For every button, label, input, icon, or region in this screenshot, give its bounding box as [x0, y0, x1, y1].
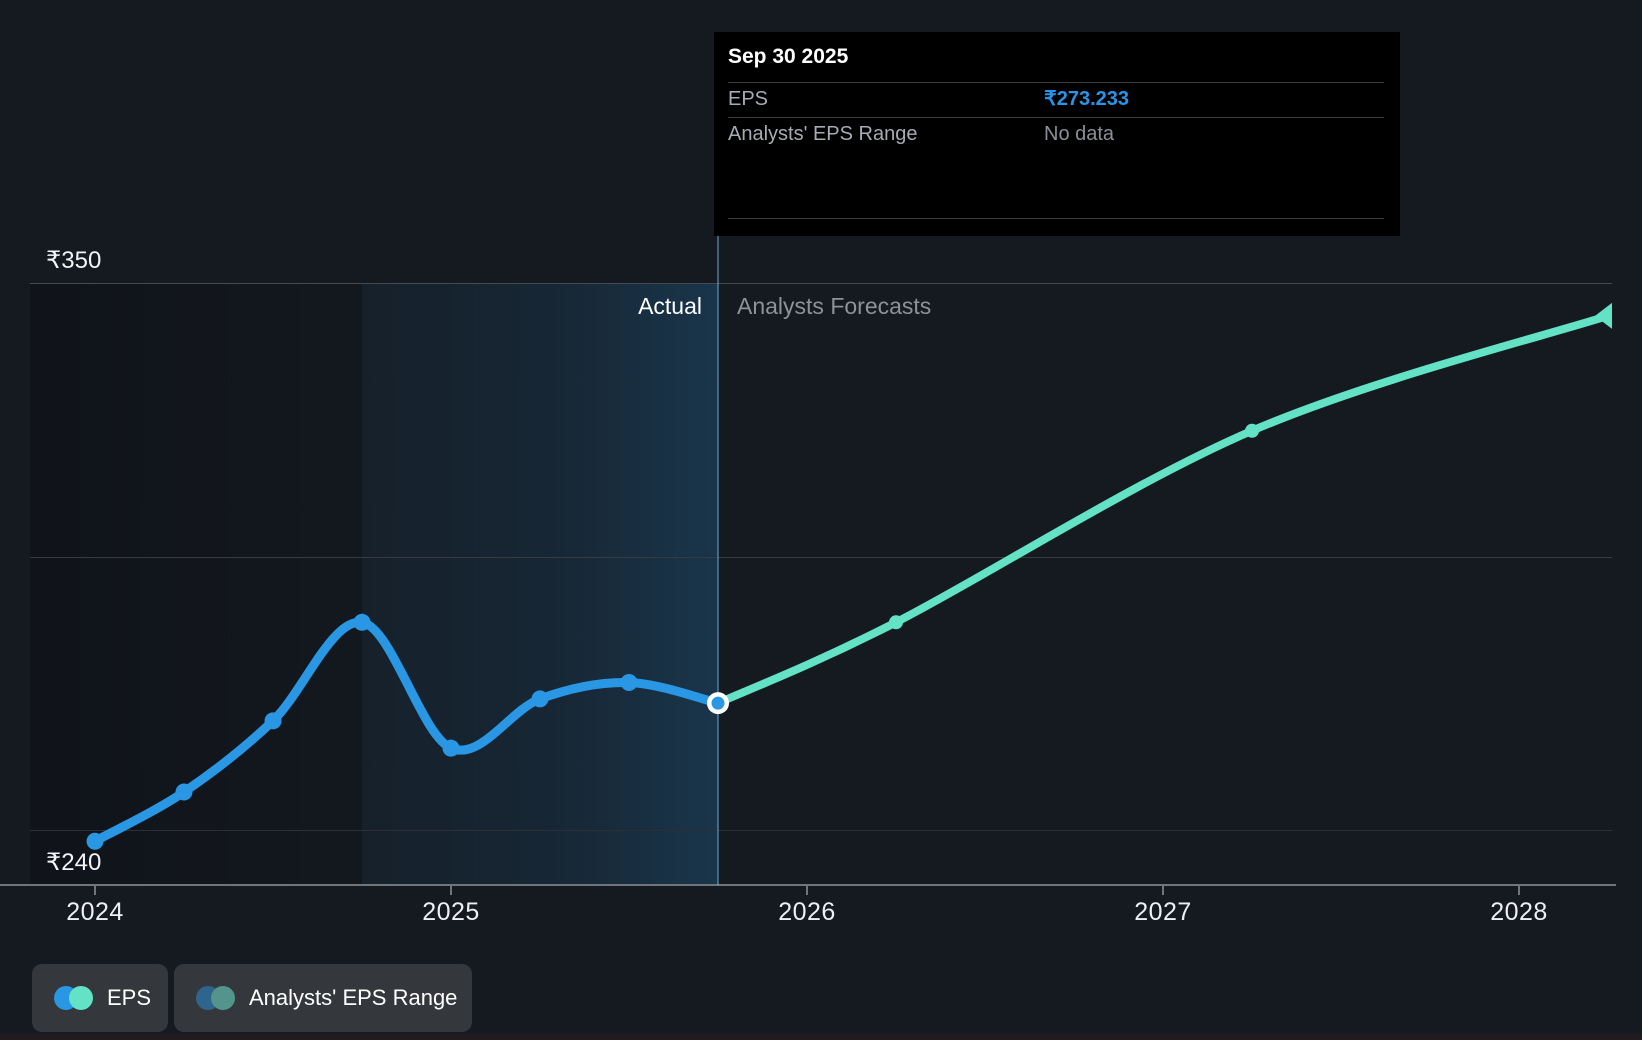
y-axis-label-240: ₹240: [46, 849, 102, 876]
legend-range-label: Analysts' EPS Range: [249, 985, 458, 1010]
tooltip-range-value: No data: [1044, 123, 1115, 145]
actual-data-point: [175, 783, 193, 801]
next-section-edge: [0, 1034, 1642, 1040]
tooltip-separator: [728, 218, 1384, 219]
actual-data-point: [353, 613, 371, 631]
legend-eps-label: EPS: [107, 985, 152, 1010]
range-teal-dot-icon: [211, 986, 235, 1010]
forecast-data-point: [889, 615, 903, 630]
forecast-eps-line: [714, 311, 1612, 708]
forecast-data-point: [1245, 423, 1259, 438]
x-axis-line: [0, 884, 1616, 886]
gridline-250: [30, 830, 1612, 831]
tooltip-range-label: Analysts' EPS Range: [728, 123, 918, 145]
x-axis-label: 2025: [422, 898, 480, 926]
legend-eps-toggle[interactable]: EPS: [32, 964, 168, 1032]
forecast-end-arrow: [1595, 302, 1612, 329]
last-12m-highlight-band: [362, 283, 718, 885]
tooltip-separator: [728, 117, 1384, 118]
tooltip-row-range: Analysts' EPS Range No data: [714, 117, 1400, 152]
x-axis-label: 2027: [1134, 898, 1192, 926]
x-axis-label: 2024: [66, 898, 124, 926]
gridline-350: [30, 283, 1612, 284]
actual-data-point: [442, 739, 460, 757]
actual-data-point: [620, 674, 638, 692]
actual-data-point: [264, 712, 282, 730]
tooltip-separator: [728, 82, 1384, 83]
eps-teal-dot-icon: [69, 986, 93, 1010]
tooltip-eps-value: ₹273.233: [1044, 88, 1130, 110]
x-axis-tick: [806, 886, 808, 895]
x-axis-label: 2028: [1490, 898, 1548, 926]
gridline-300: [30, 557, 1612, 558]
x-axis-tick: [450, 886, 452, 895]
legend-range-toggle[interactable]: Analysts' EPS Range: [174, 964, 472, 1032]
tooltip-row-eps: EPS ₹273.233: [714, 82, 1400, 117]
actual-data-point: [86, 832, 104, 850]
actual-region-label: Actual: [638, 293, 702, 319]
tooltip-eps-label: EPS: [728, 88, 769, 110]
y-axis-label-350: ₹350: [46, 247, 102, 274]
tooltip: Sep 30 2025 EPS ₹273.233 Analysts' EPS R…: [714, 32, 1400, 236]
x-axis-tick: [1162, 886, 1164, 895]
actual-eps-line: [90, 617, 723, 846]
actual-data-point: [531, 690, 549, 708]
current-point-dot: [711, 696, 725, 710]
x-axis-tick: [1518, 886, 1520, 895]
forecast-region-label: Analysts Forecasts: [737, 293, 932, 319]
x-axis-tick: [94, 886, 96, 895]
actual-forecast-divider: [717, 236, 719, 885]
tooltip-date: Sep 30 2025: [728, 45, 849, 68]
x-axis-label: 2026: [778, 898, 836, 926]
